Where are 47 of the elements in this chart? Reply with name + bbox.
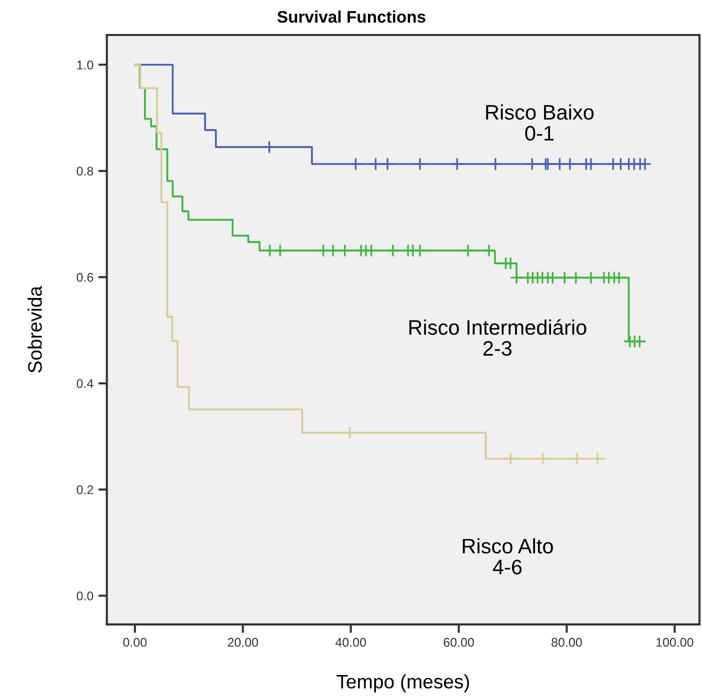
point	[504, 256, 518, 270]
annotation: Risco Intermediário 2-3	[409, 319, 586, 356]
x-tick-label: 100.00	[656, 638, 694, 647]
x-tick-label: 60.00	[444, 638, 474, 647]
point	[262, 140, 276, 154]
chart-title: Survival Functions	[277, 10, 426, 23]
x-tick-label: 0.00	[123, 638, 147, 647]
y-tick-label: 0.8	[76, 166, 94, 176]
annotation: Risco Baixo 0-1	[486, 104, 594, 141]
point	[570, 452, 584, 466]
x-axis-title: Tempo (meses)	[336, 674, 469, 692]
point	[510, 271, 524, 284]
y-tick-label: 0.6	[76, 272, 94, 282]
point	[482, 244, 496, 258]
point	[590, 452, 604, 466]
point	[338, 244, 352, 258]
x-tick-label: 80.00	[552, 638, 582, 647]
point	[349, 157, 362, 171]
point	[569, 271, 583, 284]
point	[450, 157, 464, 171]
point	[461, 244, 475, 258]
point	[558, 271, 572, 284]
annotation: Risco Alto 4-6	[462, 538, 553, 574]
point	[488, 157, 502, 171]
point	[526, 157, 539, 171]
point	[263, 244, 276, 258]
x-tick-label: 40.00	[335, 638, 366, 647]
point	[316, 244, 330, 258]
point	[563, 157, 577, 171]
point	[413, 157, 427, 171]
point	[326, 244, 340, 258]
point	[504, 452, 518, 466]
point	[273, 244, 287, 258]
point	[553, 157, 566, 171]
y-tick-label: 0.4	[76, 379, 94, 388]
x-tick-label: 20.00	[228, 638, 258, 647]
y-tick-label: 1.0	[77, 60, 94, 70]
y-tick-label: 0.0	[76, 592, 94, 600]
point	[536, 452, 550, 466]
y-tick-label: 0.2	[76, 485, 94, 494]
point	[380, 157, 394, 171]
y-axis-title: Sobrevida	[28, 286, 42, 373]
point	[343, 426, 356, 440]
point	[386, 244, 400, 258]
point	[369, 157, 382, 171]
point	[413, 244, 427, 258]
point	[584, 271, 598, 284]
